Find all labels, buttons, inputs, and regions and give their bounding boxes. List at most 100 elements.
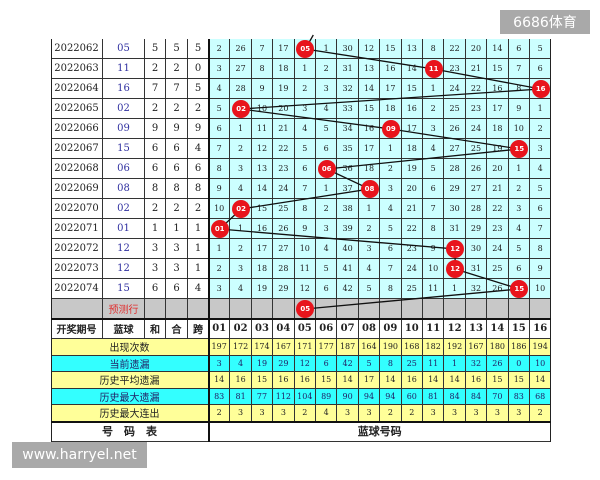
- miss-cell: 15: [358, 99, 381, 119]
- miss-cell: 20: [487, 159, 509, 179]
- miss-cell: 2: [316, 199, 338, 219]
- miss-cell: 6: [508, 39, 530, 59]
- miss-cell: 3: [209, 59, 231, 79]
- stat-value: 14: [209, 372, 231, 389]
- miss-cell: 24: [401, 259, 423, 279]
- miss-cell: 13: [358, 59, 381, 79]
- miss-cell: 7: [508, 59, 530, 79]
- miss-cell: 14: [401, 59, 423, 79]
- miss-cell: 17: [251, 239, 274, 259]
- miss-cell: 5: [316, 259, 338, 279]
- miss-cell: 17: [487, 99, 509, 119]
- stat-value: 164: [358, 339, 381, 356]
- row-he: 6: [145, 159, 166, 179]
- row-period: 2022073: [51, 259, 103, 279]
- miss-cell: 13: [251, 159, 274, 179]
- row-hewei: 6: [166, 159, 188, 179]
- row-period: 2022063: [51, 59, 103, 79]
- miss-cell: 2: [358, 219, 381, 239]
- header-number: 10: [401, 319, 423, 339]
- row-blue: 02: [103, 199, 145, 219]
- trend-polyline: [218, 34, 541, 310]
- miss-cell: 25: [273, 199, 295, 219]
- miss-cell: 28: [444, 159, 466, 179]
- stat-value: 15: [487, 372, 509, 389]
- row-period: 2022068: [51, 159, 103, 179]
- miss-cell: 5: [508, 239, 530, 259]
- miss-cell: 22: [487, 199, 509, 219]
- row-period: 2022074: [51, 279, 103, 299]
- stat-value: 83: [508, 388, 530, 405]
- miss-cell: 33: [337, 99, 359, 119]
- stat-value: 16: [465, 372, 488, 389]
- miss-cell: 6: [209, 119, 231, 139]
- stat-value: 15: [251, 372, 274, 389]
- row-he: 6: [145, 279, 166, 299]
- divider: [51, 318, 552, 320]
- miss-cell: 41: [337, 259, 359, 279]
- miss-cell: 20: [465, 39, 488, 59]
- footer-left: 号 码 表: [51, 421, 209, 442]
- miss-cell: 29: [444, 179, 466, 199]
- header-number: 02: [230, 319, 252, 339]
- miss-cell: 30: [444, 199, 466, 219]
- stat-value: 16: [273, 372, 295, 389]
- miss-cell: 16: [251, 219, 274, 239]
- miss-cell: 3: [316, 79, 338, 99]
- stat-value: 17: [358, 372, 381, 389]
- miss-cell: 1: [230, 119, 252, 139]
- hit-ball: 05: [296, 40, 315, 58]
- row-blue: 11: [103, 59, 145, 79]
- miss-cell: 3: [380, 179, 402, 199]
- miss-cell: 27: [465, 179, 488, 199]
- stat-value: 1: [444, 355, 466, 372]
- stat-value: 14: [380, 372, 402, 389]
- miss-cell: 1: [358, 199, 381, 219]
- miss-cell: 26: [465, 159, 488, 179]
- miss-cell: 5: [423, 159, 445, 179]
- stat-value: 25: [401, 355, 423, 372]
- miss-cell: 23: [465, 99, 488, 119]
- header-number: 12: [444, 319, 466, 339]
- stat-value: 187: [337, 339, 359, 356]
- miss-cell: 19: [487, 139, 509, 159]
- miss-cell: 39: [337, 219, 359, 239]
- hit-ball: 12: [446, 260, 465, 278]
- miss-cell: 8: [423, 39, 445, 59]
- stat-value: 19: [251, 355, 274, 372]
- miss-cell: 15: [487, 59, 509, 79]
- row-hewei: 2: [166, 199, 188, 219]
- row-period: 2022072: [51, 239, 103, 259]
- miss-cell: 4: [358, 259, 381, 279]
- miss-cell: 21: [487, 179, 509, 199]
- stat-value: 60: [401, 388, 423, 405]
- miss-cell: 2: [508, 179, 530, 199]
- miss-cell: 7: [251, 39, 274, 59]
- miss-cell: 22: [273, 139, 295, 159]
- miss-cell: 32: [337, 79, 359, 99]
- miss-cell: 6: [508, 259, 530, 279]
- stat-value: 5: [358, 355, 381, 372]
- miss-cell: 14: [358, 79, 381, 99]
- miss-cell: 4: [508, 219, 530, 239]
- miss-cell: 4: [209, 79, 231, 99]
- row-blue: 09: [103, 119, 145, 139]
- miss-cell: 1: [423, 79, 445, 99]
- stat-value: 16: [401, 372, 423, 389]
- header-number: 05: [294, 319, 316, 339]
- miss-cell: 15: [380, 39, 402, 59]
- hit-ball: 11: [424, 60, 443, 78]
- stat-value: 16: [294, 372, 316, 389]
- row-he: 5: [145, 39, 166, 59]
- stat-value: 186: [508, 339, 530, 356]
- miss-cell: 2: [423, 99, 445, 119]
- miss-cell: 16: [380, 59, 402, 79]
- stat-value: 172: [230, 339, 252, 356]
- miss-cell: 5: [380, 219, 402, 239]
- stat-value: 84: [465, 388, 488, 405]
- miss-cell: 3: [230, 159, 252, 179]
- miss-cell: 3: [508, 199, 530, 219]
- header-period: 开奖期号: [51, 319, 103, 339]
- miss-cell: 27: [444, 139, 466, 159]
